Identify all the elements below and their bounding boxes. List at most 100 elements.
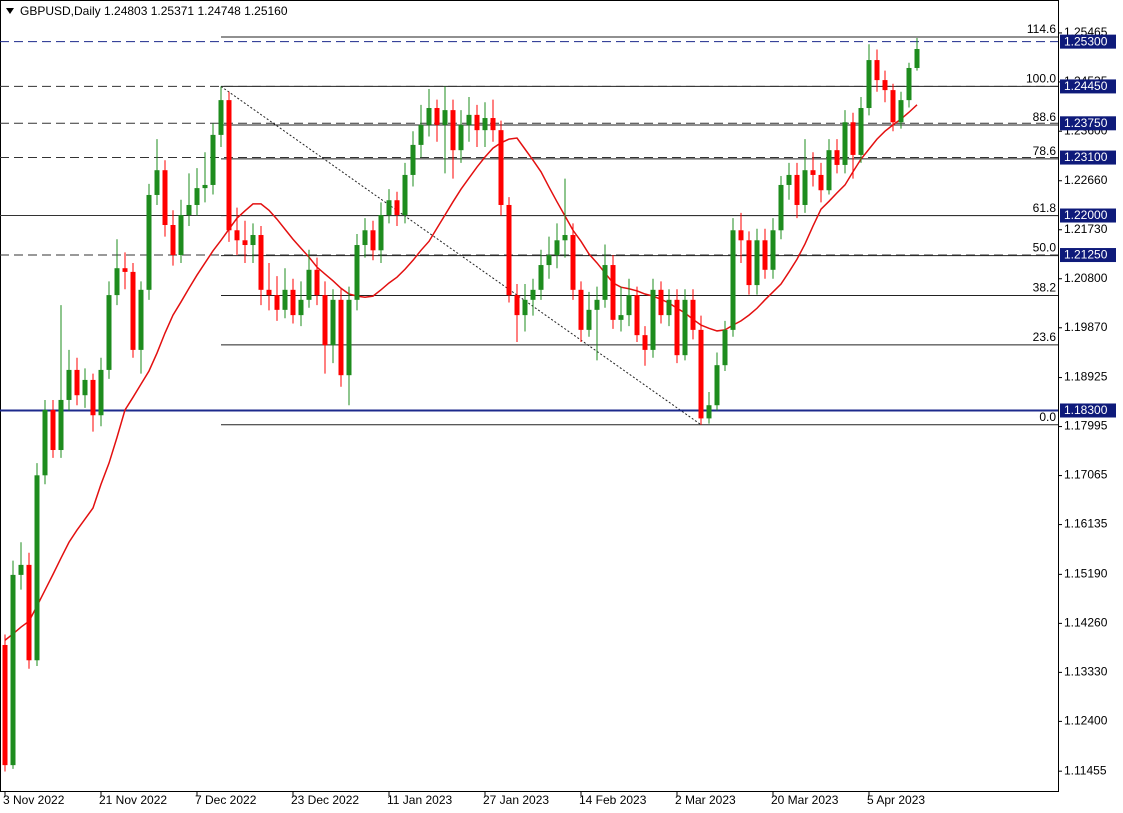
candle-body: [906, 67, 912, 101]
candle-body: [698, 329, 704, 419]
level-tag: [1060, 248, 1116, 263]
level-tag: [1060, 403, 1116, 418]
level-tag: [1060, 34, 1116, 49]
candle-body: [626, 295, 632, 316]
candle-body: [466, 114, 472, 125]
chart-title: GBPUSD,Daily 1.24803 1.25371 1.24748 1.2…: [20, 4, 288, 18]
x-tick-label: 2 Mar 2023: [675, 793, 736, 807]
level-tag-label: 1.18300: [1064, 403, 1108, 417]
candle-body: [618, 315, 624, 320]
candle-body: [394, 200, 400, 215]
candle-body: [218, 100, 224, 135]
candle-body: [706, 405, 712, 419]
candle-body: [450, 110, 456, 151]
candle-body: [130, 271, 136, 350]
candle-body: [858, 108, 864, 155]
y-tick-label: 1.19870: [1064, 320, 1108, 334]
x-tick-label: 5 Apr 2023: [867, 793, 925, 807]
candle-body: [482, 118, 488, 131]
candle-body: [434, 108, 440, 125]
menu-arrow[interactable]: [6, 8, 14, 14]
candle-body: [210, 134, 216, 185]
x-tick-label: 23 Dec 2022: [291, 793, 359, 807]
y-tick-label: 1.15190: [1064, 567, 1108, 581]
candle-body: [738, 230, 744, 241]
candle-body: [314, 269, 320, 296]
candle-body: [362, 230, 368, 246]
candle-body: [154, 170, 160, 195]
candle-body: [50, 409, 56, 451]
candle-body: [234, 230, 240, 241]
candle-body: [874, 60, 880, 81]
x-tick-label: 27 Jan 2023: [483, 793, 549, 807]
candle-body: [762, 240, 768, 270]
candle-body: [866, 60, 872, 109]
candle-body: [458, 124, 464, 151]
candle-body: [578, 289, 584, 330]
candle-body: [122, 268, 128, 272]
candle-body: [226, 100, 232, 231]
candle-body: [290, 289, 296, 316]
y-tick-label: 1.17065: [1064, 468, 1108, 482]
candle-body: [850, 122, 856, 155]
candle-body: [354, 245, 360, 300]
candle-body: [346, 299, 352, 376]
candle-body: [634, 295, 640, 336]
candle-body: [658, 289, 664, 316]
candle-body: [18, 564, 24, 575]
candle-body: [82, 379, 88, 396]
y-tick-label: 1.21730: [1064, 222, 1108, 236]
candle-body: [26, 564, 32, 661]
candle-body: [586, 309, 592, 330]
candle-body: [330, 299, 336, 346]
y-tick-label: 1.14260: [1064, 616, 1108, 630]
candle-body: [898, 100, 904, 123]
candle-body: [890, 90, 896, 123]
candle-body: [818, 174, 824, 191]
candle-body: [914, 49, 920, 68]
fib-label: 114.6: [1027, 22, 1056, 36]
candle-body: [242, 240, 248, 246]
candle-body: [754, 240, 760, 286]
candle-body: [378, 214, 384, 251]
candle-body: [506, 204, 512, 296]
y-tick-label: 1.20800: [1064, 271, 1108, 285]
candle-body: [66, 369, 72, 400]
candle-body: [170, 225, 176, 256]
candle-body: [802, 170, 808, 205]
x-tick-label: 14 Feb 2023: [579, 793, 647, 807]
level-tag: [1060, 116, 1116, 131]
plot-frame: [0, 0, 1059, 792]
y-tick-label: 1.13330: [1064, 665, 1108, 679]
fib-label: 78.6: [1033, 144, 1057, 158]
candle-body: [746, 240, 752, 286]
candle-body: [162, 170, 168, 226]
candle-body: [810, 170, 816, 175]
candle-body: [106, 295, 112, 370]
x-tick-label: 20 Mar 2023: [771, 793, 839, 807]
candle-body: [834, 150, 840, 165]
y-tick-label: 1.12400: [1064, 714, 1108, 728]
level-tag-label: 1.22000: [1064, 208, 1108, 222]
level-tag-label: 1.24450: [1064, 79, 1108, 93]
candle-body: [778, 184, 784, 231]
candle-body: [370, 230, 376, 251]
candle-body: [34, 475, 40, 661]
fib-label: 50.0: [1033, 241, 1057, 255]
moving-average: [4, 104, 918, 641]
candle-body: [562, 235, 568, 241]
candle-body: [594, 299, 600, 310]
candle-body: [202, 184, 208, 189]
level-tag: [1060, 150, 1116, 165]
candle-body: [114, 268, 120, 296]
level-tag-label: 1.23100: [1064, 150, 1108, 164]
candle-body: [386, 200, 392, 215]
x-tick-label: 21 Nov 2022: [99, 793, 167, 807]
candle-body: [794, 174, 800, 205]
candle-body: [610, 265, 616, 320]
candle-body: [690, 299, 696, 330]
candle-body: [186, 204, 192, 215]
